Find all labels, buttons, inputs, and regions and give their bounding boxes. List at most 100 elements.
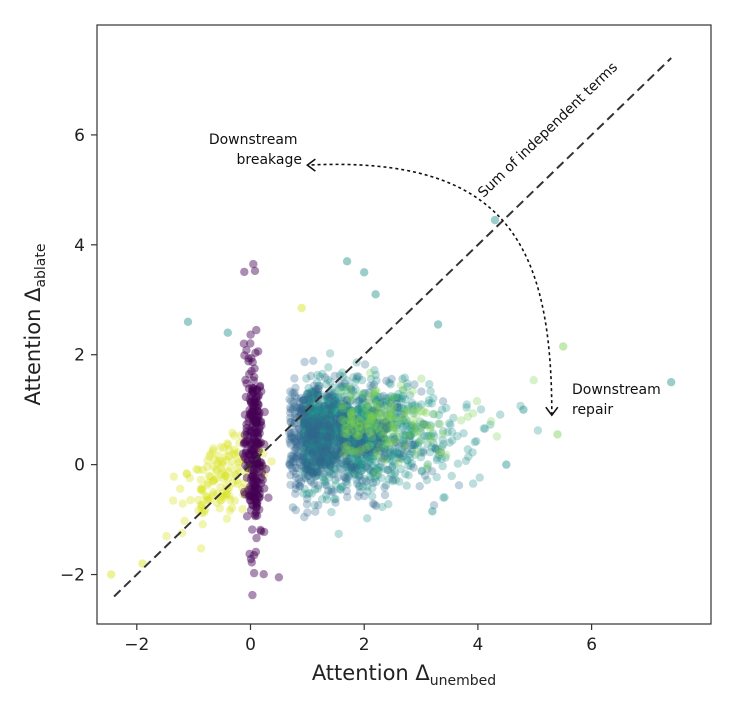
scatter-point xyxy=(366,438,375,448)
scatter-point xyxy=(356,412,366,421)
scatter-point xyxy=(472,437,481,446)
scatter-point xyxy=(306,460,315,470)
scatter-point xyxy=(361,405,370,414)
scatter-point xyxy=(365,405,374,414)
scatter-point xyxy=(317,443,326,453)
scatter-point xyxy=(355,415,364,425)
scatter-point xyxy=(392,413,401,423)
scatter-point xyxy=(242,512,252,521)
scatter-point xyxy=(323,421,332,430)
scatter-point xyxy=(353,464,363,474)
scatter-point xyxy=(340,443,349,452)
scatter-point xyxy=(369,405,378,414)
scatter-point xyxy=(306,476,316,485)
scatter-point xyxy=(336,383,345,392)
scatter-point xyxy=(331,426,341,435)
scatter-point xyxy=(326,461,335,471)
scatter-point xyxy=(365,428,374,438)
scatter-point xyxy=(314,441,323,450)
scatter-point xyxy=(301,427,310,436)
scatter-point xyxy=(306,427,316,437)
scatter-point xyxy=(363,487,372,496)
scatter-point xyxy=(313,405,323,415)
scatter-point xyxy=(299,453,308,462)
scatter-point xyxy=(305,421,314,430)
scatter-point xyxy=(336,409,345,418)
scatter-point xyxy=(334,473,343,482)
scatter-point xyxy=(342,445,351,455)
scatter-point xyxy=(377,433,386,442)
scatter-point xyxy=(319,396,328,405)
scatter-point xyxy=(370,474,379,483)
scatter-point xyxy=(324,428,333,437)
scatter-point xyxy=(306,457,315,466)
scatter-point xyxy=(246,445,256,454)
scatter-point xyxy=(256,438,266,447)
scatter-point xyxy=(331,396,340,405)
scatter-point xyxy=(401,431,410,440)
scatter-point xyxy=(390,435,399,444)
scatter-point xyxy=(337,425,346,434)
scatter-point xyxy=(319,456,329,465)
scatter-point xyxy=(254,400,263,410)
scatter-point xyxy=(398,452,407,461)
scatter-point xyxy=(355,438,364,448)
scatter-point xyxy=(372,465,382,474)
scatter-point xyxy=(367,420,376,430)
scatter-point xyxy=(295,458,305,467)
scatter-point xyxy=(289,434,299,443)
scatter-point xyxy=(340,439,350,448)
scatter-point xyxy=(426,421,435,430)
scatter-point xyxy=(250,429,259,438)
scatter-point xyxy=(314,429,323,438)
scatter-point xyxy=(398,415,408,425)
scatter-point xyxy=(382,454,392,463)
scatter-point xyxy=(351,433,360,442)
scatter-point xyxy=(291,484,300,493)
scatter-point xyxy=(305,427,314,436)
scatter-point xyxy=(302,460,312,469)
scatter-point xyxy=(354,422,363,431)
scatter-point xyxy=(411,450,420,459)
scatter-point xyxy=(297,405,306,414)
scatter-point xyxy=(351,424,360,434)
scatter-point xyxy=(327,430,337,439)
scatter-point xyxy=(341,411,351,420)
scatter-point xyxy=(367,419,376,429)
scatter-point xyxy=(436,449,445,458)
scatter-point xyxy=(308,468,317,478)
scatter-point xyxy=(331,415,341,424)
scatter-point xyxy=(239,490,248,499)
scatter-point xyxy=(326,423,335,432)
scatter-point xyxy=(223,328,232,337)
scatter-point xyxy=(249,416,258,425)
scatter-point xyxy=(327,446,336,456)
scatter-point xyxy=(230,450,240,459)
scatter-point xyxy=(249,464,259,473)
scatter-point xyxy=(336,416,346,426)
scatter-point xyxy=(417,407,426,416)
scatter-point xyxy=(258,475,267,485)
scatter-point xyxy=(313,420,322,429)
scatter-point xyxy=(312,430,321,440)
scatter-point xyxy=(368,413,377,423)
scatter-point xyxy=(218,467,228,477)
scatter-point xyxy=(256,458,265,467)
scatter-point xyxy=(347,411,356,420)
scatter-point xyxy=(420,431,429,441)
scatter-point xyxy=(338,432,348,441)
scatter-point xyxy=(285,438,295,447)
scatter-point xyxy=(348,468,358,477)
scatter-point xyxy=(369,418,378,427)
scatter-point xyxy=(396,449,405,459)
scatter-point xyxy=(323,438,332,447)
scatter-point xyxy=(370,394,379,403)
scatter-point xyxy=(331,498,340,507)
scatter-point xyxy=(355,430,364,439)
scatter-point xyxy=(380,443,389,453)
x-tick-label: 4 xyxy=(472,635,483,655)
scatter-point xyxy=(315,466,324,476)
scatter-point xyxy=(222,452,231,461)
scatter-point xyxy=(288,421,297,431)
scatter-point xyxy=(186,495,195,505)
